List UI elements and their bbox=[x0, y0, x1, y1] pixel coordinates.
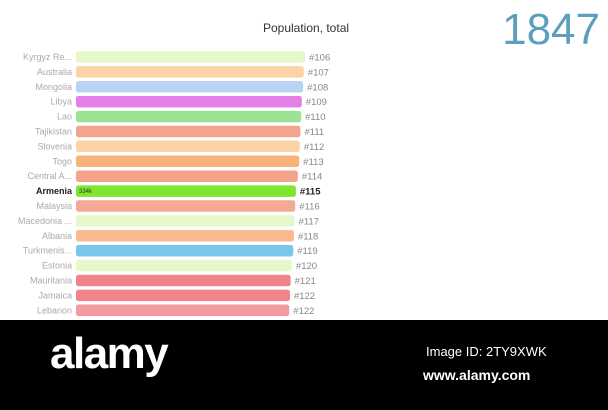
bar bbox=[76, 81, 304, 93]
rank-label: #108 bbox=[307, 82, 328, 93]
bar bbox=[76, 289, 290, 302]
site-url-text: www.alamy.com bbox=[423, 367, 531, 383]
rank-label: #112 bbox=[304, 142, 324, 153]
category-label: Estonia bbox=[42, 261, 72, 271]
watermark-bar bbox=[0, 320, 608, 410]
rank-label: #121 bbox=[295, 276, 316, 287]
category-label: Macedonia ... bbox=[18, 216, 72, 226]
rank-label: #107 bbox=[308, 67, 329, 78]
rank-label: #119 bbox=[297, 246, 317, 257]
category-label: Armenia bbox=[36, 186, 73, 196]
bar bbox=[76, 215, 295, 227]
rank-label: #110 bbox=[305, 112, 325, 123]
rank-label: #120 bbox=[296, 261, 317, 272]
category-label: Turkmenis... bbox=[23, 246, 72, 256]
category-label: Slovenia bbox=[37, 141, 72, 151]
rank-label: #116 bbox=[299, 202, 319, 213]
bar bbox=[76, 274, 291, 287]
bar bbox=[76, 230, 294, 242]
bar bbox=[76, 110, 302, 123]
rank-label: #114 bbox=[302, 172, 322, 183]
rank-label: #117 bbox=[299, 216, 319, 227]
bar bbox=[76, 51, 306, 63]
chart-area: Population, total 1847 Kyrgyz Re... #106 A… bbox=[17, 5, 600, 317]
chart-title: Population, total bbox=[263, 21, 349, 35]
bar bbox=[76, 244, 294, 257]
alamy-logo: alamy bbox=[50, 329, 169, 378]
year-label: 1847 bbox=[502, 5, 600, 54]
image-id-text: Image ID: 2TY9XWK bbox=[426, 344, 547, 359]
category-label: Central A... bbox=[27, 171, 72, 181]
bar bbox=[76, 125, 301, 138]
bar-chart: Population, total 1847 Kyrgyz Re... #106 A… bbox=[18, 5, 600, 317]
bar bbox=[76, 259, 292, 272]
category-label: Malaysia bbox=[36, 201, 72, 211]
bar bbox=[76, 170, 298, 182]
rank-label: #106 bbox=[309, 53, 330, 64]
category-label: Albania bbox=[42, 231, 72, 241]
category-label: Lao bbox=[57, 112, 72, 122]
rank-label: #118 bbox=[298, 231, 318, 242]
value-label: 334k bbox=[79, 189, 93, 195]
category-label: Libya bbox=[50, 97, 72, 107]
rank-label: #122 bbox=[294, 291, 315, 302]
category-label: Mongolia bbox=[35, 82, 72, 92]
rank-label: #122 bbox=[293, 306, 314, 317]
bar bbox=[76, 155, 300, 168]
bars-group: Kyrgyz Re... #106 Australia #107 Mongolia #10… bbox=[18, 51, 330, 317]
bar bbox=[76, 200, 296, 212]
category-label: Togo bbox=[52, 156, 72, 166]
bar bbox=[76, 140, 300, 153]
rank-label: #109 bbox=[306, 97, 327, 108]
category-label: Jamaica bbox=[38, 290, 72, 300]
category-label: Kyrgyz Re... bbox=[23, 52, 72, 62]
rank-label: #111 bbox=[304, 127, 324, 138]
bar bbox=[76, 304, 290, 317]
bar bbox=[76, 66, 304, 78]
rank-label: #113 bbox=[303, 157, 323, 168]
bar bbox=[76, 95, 302, 108]
bar bbox=[76, 185, 296, 197]
category-label: Tajikistan bbox=[35, 127, 72, 137]
rank-label: #115 bbox=[300, 187, 321, 198]
category-label: Australia bbox=[37, 67, 72, 77]
category-label: Mauritania bbox=[30, 276, 72, 286]
category-label: Lebanon bbox=[37, 305, 72, 315]
